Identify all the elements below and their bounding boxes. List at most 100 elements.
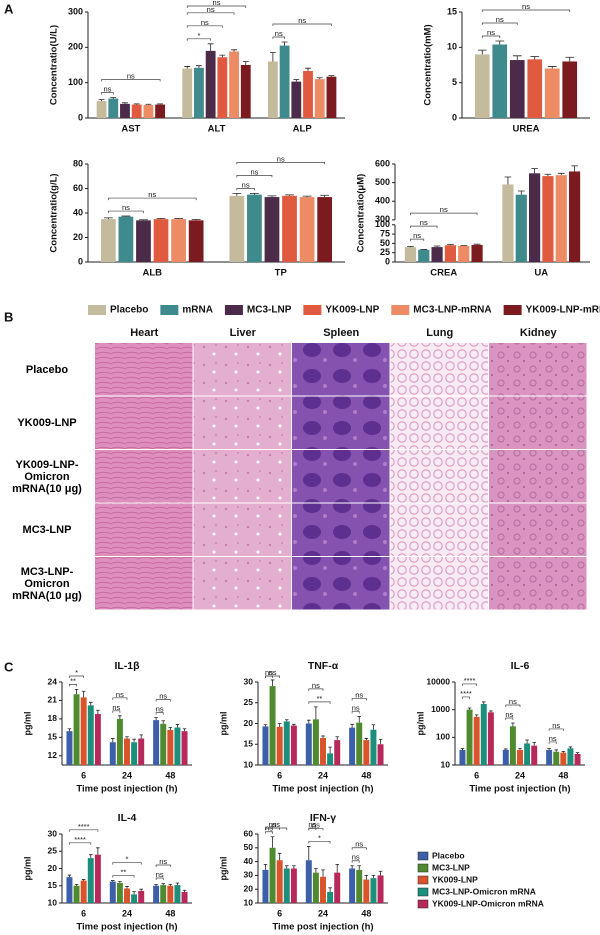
row-label: YK009-LNP [17,417,77,430]
bar [131,742,138,765]
error-bar [364,738,369,741]
bar [509,60,525,118]
error-bar [263,863,268,870]
y-tick-label: 300 [68,6,83,16]
significance-bracket [308,688,324,691]
significance-bracket [69,675,85,678]
bar [327,753,334,765]
significance-label: ns [250,167,258,176]
y-tick-label: 20 [73,232,83,242]
bar [473,716,480,765]
error-bar [321,735,325,739]
x-tick-label: ALB [142,268,162,279]
bar [458,245,470,262]
significance-label: * [126,855,129,864]
error-bar [568,746,573,749]
error-bar [156,218,166,220]
error-bar [328,887,332,892]
significance-label: ns [312,820,320,829]
bar [181,891,188,903]
y-tick-label: 15 [447,6,457,16]
y-tick-label: 21 [48,695,58,705]
bar [73,694,80,765]
bar [160,723,167,765]
column-header: Liver [230,327,257,339]
bar [363,740,370,765]
histology-image [390,557,488,610]
significance-label: ns [312,681,320,690]
histology-image [193,503,291,556]
x-tick-label: 6 [474,770,479,780]
significance-bracket [112,710,121,713]
error-bar [174,218,183,220]
bar [312,719,319,765]
error-bar [269,52,276,62]
significance-label: ns [156,705,164,714]
error-bar [378,870,383,876]
y-tick-label: 300 [375,214,390,224]
legend-label: YK009-LNP-mRNA [526,305,600,316]
error-bar [350,865,354,869]
x-tick-label: ALP [293,124,313,135]
error-bar [67,874,72,878]
histology-image [292,396,390,449]
error-bar [571,165,578,172]
error-bar [477,49,487,55]
error-bar [281,41,288,46]
histology-image [95,557,193,610]
significance-label: ns [308,820,316,829]
y-tick-label: 100 [375,219,390,229]
error-bar [544,173,552,177]
significance-label: ns [159,692,167,701]
bar [120,103,130,118]
significance-label: **** [460,689,472,698]
error-bar [575,752,580,754]
legend-label: YK009-LNP-Omicron mRNA [432,898,544,908]
error-bar [518,747,522,750]
bar [568,171,581,262]
bar [546,749,553,765]
x-tick-label: 48 [558,770,568,780]
bar [131,894,138,903]
bar [356,722,363,765]
error-bar [67,728,72,732]
bar [349,868,356,903]
error-bar [110,97,117,99]
bar [502,749,509,765]
error-bar [307,719,311,724]
legend-label: MC3-LNP [432,862,470,872]
legend-swatch [417,899,429,909]
legend-label: Placebo [432,850,465,860]
bar [524,743,531,765]
legend-swatch [503,305,522,315]
y-tick-label: 0 [385,256,390,266]
error-bar [270,836,275,848]
error-bar [96,847,100,855]
bar [553,751,560,765]
y-axis-title: Concentratio(mM) [423,24,434,105]
error-bar [139,734,143,739]
error-bar [139,888,143,891]
significance-label: ** [317,694,323,703]
y-tick-label: 50 [244,842,254,852]
error-bar [263,724,268,727]
bar [138,890,145,903]
y-tick-label: 25 [380,247,390,257]
significance-bracket [272,36,285,40]
bar [118,216,134,262]
significance-label: ns [420,218,428,227]
error-bar [74,883,79,886]
column-header: Spleen [323,327,359,339]
error-bar [284,865,289,869]
histology-image [390,503,488,556]
error-bar [314,868,318,873]
error-bar [96,709,100,714]
error-bar [81,690,86,698]
significance-bracket [481,35,501,38]
histology-image [489,503,587,556]
error-bar [504,748,508,750]
bar [136,220,151,262]
bar [326,76,337,118]
significance-label: ns [127,71,135,80]
